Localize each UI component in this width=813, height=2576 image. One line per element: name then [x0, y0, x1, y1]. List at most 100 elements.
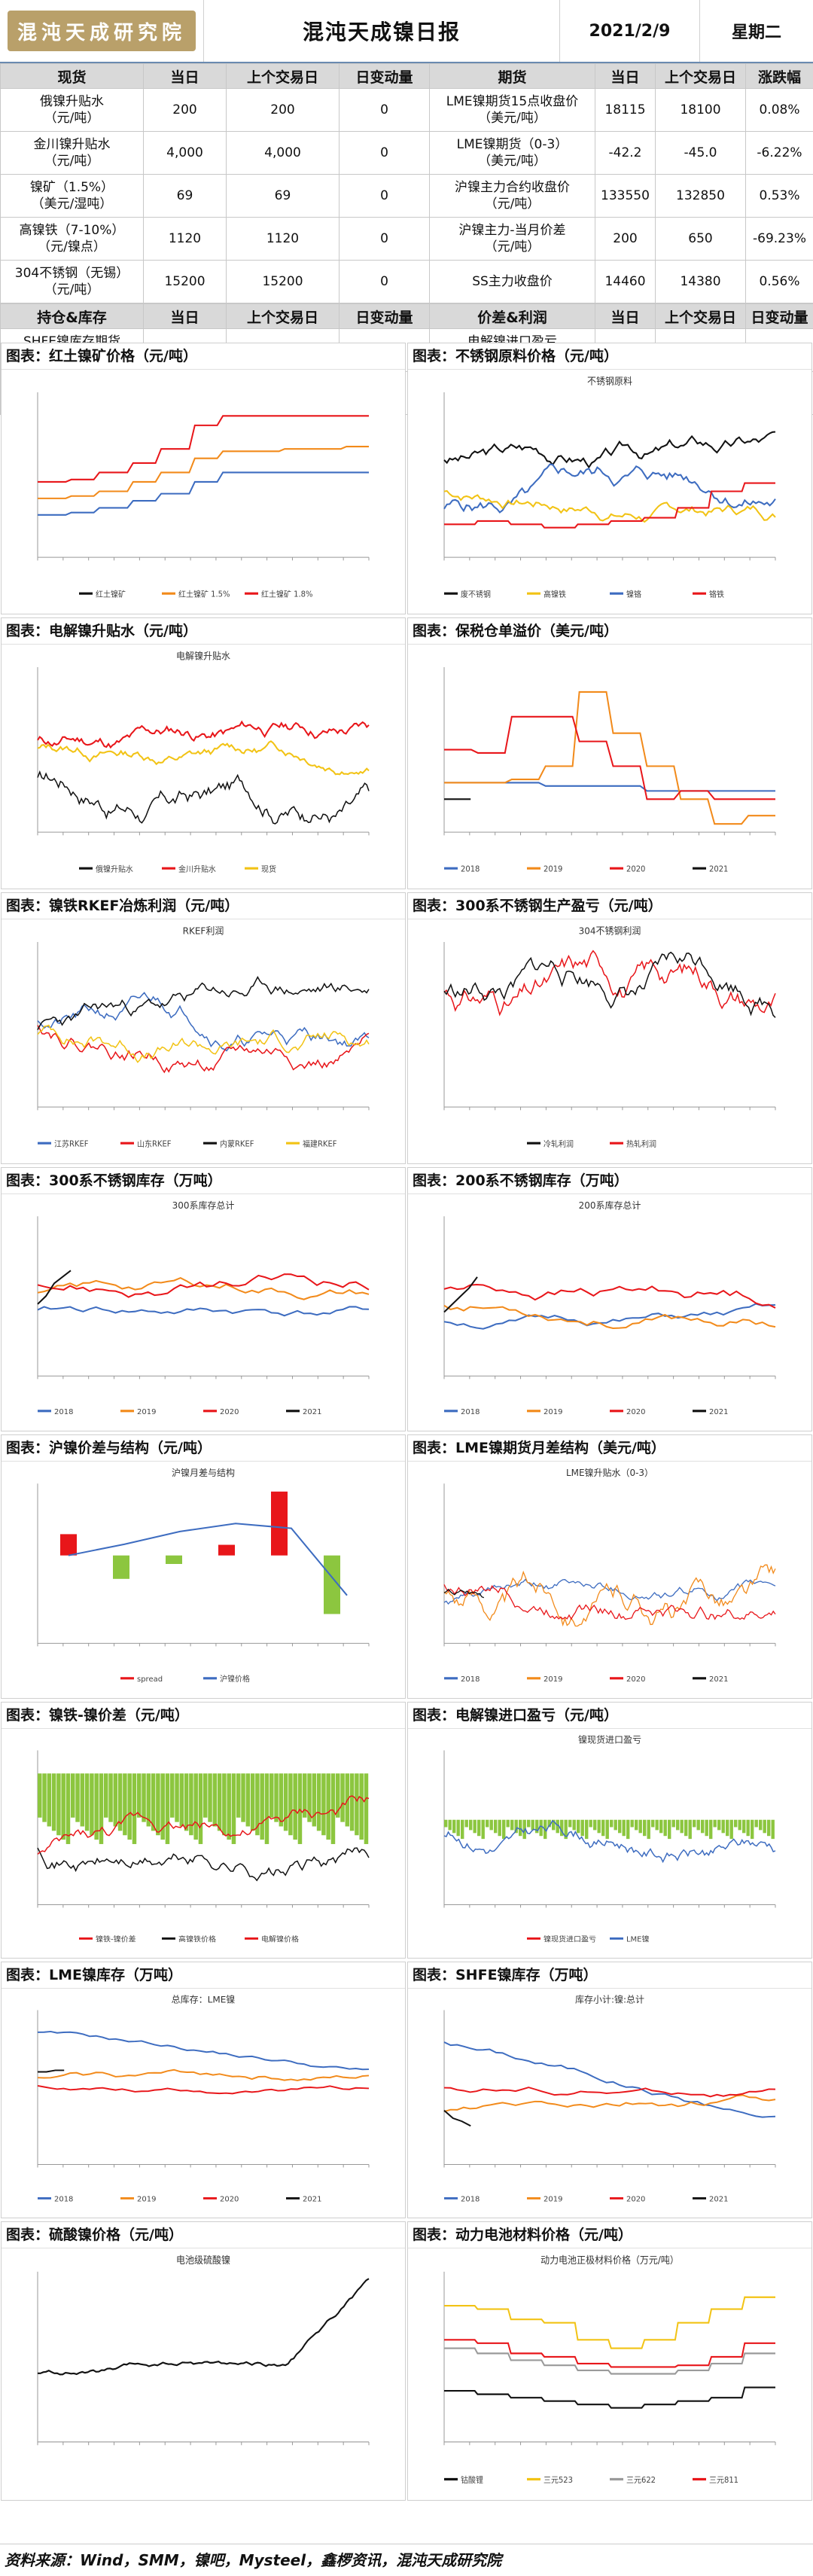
spot-futures-cell: 18100: [656, 89, 746, 132]
legend-label: 2018: [54, 2195, 73, 2203]
bar: [71, 1773, 75, 1818]
spot-futures-col-header: 当日: [144, 64, 227, 89]
series-line: [444, 782, 775, 791]
spot-futures-cell: 200: [595, 218, 656, 261]
chart-title: 图表：300系不锈钢生产盈亏（元/吨）: [408, 893, 811, 919]
spot-futures-col-header: 现货: [1, 64, 144, 89]
series-line: [444, 692, 775, 824]
inventory-spread-header-row: 持仓&库存当日上个交易日日变动量价差&利润当日上个交易日日变动量: [1, 304, 813, 329]
legend-label: 2021: [709, 1408, 728, 1416]
spot-futures-cell: 15200: [144, 261, 227, 303]
chart-title: 图表：电解镍升贴水（元/吨）: [2, 618, 405, 645]
spot-futures-cell: 0.53%: [746, 175, 813, 218]
bar: [767, 1820, 770, 1836]
legend-label: 2021: [303, 2195, 321, 2203]
spot-futures-row-label: LME镍期货（0-3）（美元/吨）: [430, 132, 595, 175]
chart-title: 图表：硫酸镍价格（元/吨）: [2, 2222, 405, 2248]
series-line: [38, 722, 369, 748]
legend-label: 钴酸锂: [461, 2474, 483, 2484]
legend-label: 三元523: [544, 2475, 573, 2484]
chart-inner-title: 304不锈钢利润: [579, 925, 641, 936]
inventory-spread-col-header: 当日: [144, 304, 227, 329]
bar: [577, 1820, 580, 1834]
bar: [519, 1820, 522, 1836]
inventory-spread-col-header: 日变动量: [340, 304, 430, 329]
inventory-spread-col-header: 当日: [595, 304, 656, 329]
bar: [38, 1773, 42, 1818]
legend-label: 2020: [220, 2195, 239, 2203]
chart-svg: 不锈钢原料废不锈钢高镍铁镍铬铬铁: [414, 373, 805, 609]
chart-inner-title: 总库存：LME镍: [172, 1995, 236, 2005]
bar: [321, 1773, 326, 1835]
chart-inner-title: 库存小计:镍:总计: [575, 1995, 644, 2005]
bar: [193, 1773, 198, 1840]
series-line: [38, 772, 369, 824]
series-line: [69, 1523, 347, 1595]
chart-inner-title: 动力电池正极材料价格（万元/吨）: [540, 2254, 679, 2267]
legend-label: 2019: [544, 2195, 562, 2203]
bar: [656, 1820, 659, 1831]
chart-panel: 图表：红土镍矿价格（元/吨）红土镍矿红土镍矿 1.5%红土镍矿 1.8%: [1, 343, 406, 614]
series-line: [38, 1026, 369, 1072]
chart-inner-title: 300系库存总计: [172, 1200, 235, 1211]
legend-label: 2020: [626, 1675, 645, 1684]
spot-futures-col-header: 期货: [430, 64, 595, 89]
bar: [742, 1820, 745, 1834]
bar: [251, 1773, 255, 1831]
spot-futures-cell: 132850: [656, 175, 746, 218]
bar: [726, 1820, 729, 1836]
series-line: [38, 1848, 369, 1880]
legend-label: 内蒙RKEF: [220, 1139, 254, 1148]
bar: [444, 1820, 447, 1828]
chart-plot-area: 电池级硫酸镍: [8, 2252, 399, 2495]
bar: [540, 1820, 543, 1836]
legend-label: 2019: [544, 1408, 562, 1416]
report-date: 2021/2/9: [559, 0, 699, 62]
bar: [614, 1820, 617, 1831]
bar: [298, 1773, 303, 1844]
legend-label: 红土镍矿 1.5%: [178, 589, 230, 599]
bar: [279, 1773, 284, 1826]
bar: [477, 1820, 480, 1836]
bar: [510, 1820, 513, 1831]
source-footer: 资料来源：Wind，SMM，镍吧，Mysteel，鑫椤资讯，混沌天成研究院: [0, 2544, 813, 2576]
series-line: [444, 2349, 775, 2374]
chart-inner-title: 电池级硫酸镍: [176, 2254, 230, 2267]
bar: [763, 1820, 766, 1834]
spot-futures-cell: 200: [227, 89, 340, 132]
legend-label: 金川升贴水: [178, 864, 216, 873]
spot-futures-row-label: LME镍期货15点收盘价（美元/吨）: [430, 89, 595, 132]
chart-panel: 图表：不锈钢原料价格（元/吨）不锈钢原料废不锈钢高镍铁镍铬铬铁: [407, 343, 812, 614]
spot-futures-cell: 0: [340, 218, 430, 261]
chart-plot-area: 红土镍矿红土镍矿 1.5%红土镍矿 1.8%: [8, 373, 399, 609]
spot-futures-row-label: 304不锈钢（无锡）（元/吨）: [1, 261, 144, 303]
legend-label: 江苏RKEF: [54, 1139, 89, 1148]
legend-label: 2020: [626, 865, 645, 873]
bar: [113, 1556, 129, 1579]
series-line: [444, 717, 775, 800]
chart-title: 图表：镍铁RKEF冶炼利润（元/吨）: [2, 893, 405, 919]
bar: [618, 1820, 621, 1834]
inventory-spread-col-header: 上个交易日: [656, 304, 746, 329]
bar: [635, 1820, 638, 1831]
bar: [218, 1545, 235, 1556]
bar: [166, 1773, 170, 1844]
spot-futures-cell: 4,000: [227, 132, 340, 175]
legend-label: 俄镍升贴水: [96, 864, 133, 873]
report-weekday: 星期二: [699, 0, 813, 62]
bar: [175, 1773, 179, 1821]
bar: [606, 1820, 609, 1839]
bar: [482, 1820, 485, 1839]
